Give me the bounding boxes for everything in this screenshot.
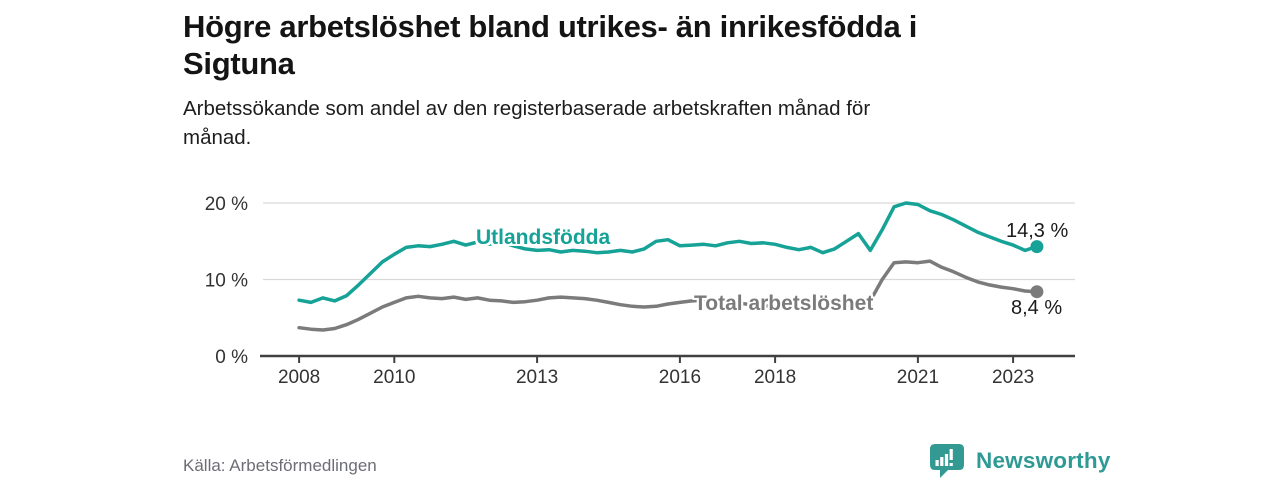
x-tick-label: 2018 [754, 367, 796, 388]
x-tick-label: 2010 [373, 367, 415, 388]
newsworthy-logo: Newsworthy [928, 442, 1111, 479]
series-label-total-arbetsloshet: Total arbetslöshet [694, 292, 874, 315]
newsworthy-wordmark: Newsworthy [976, 447, 1111, 473]
chart-subtitle-line1: Arbetssökande som andel av den registerb… [183, 97, 871, 120]
y-tick-label: 10 % [205, 271, 248, 292]
chart-title-line2: Sigtuna [183, 46, 295, 81]
chart-subtitle: Arbetssökande som andel av den registerb… [183, 94, 1063, 152]
y-tick-label: 0 % [215, 347, 248, 368]
chart-title-line1: Högre arbetslöshet bland utrikes- än inr… [183, 9, 918, 44]
line-chart-plot: 0 % 10 % 20 % 2008 2010 2013 2016 2018 2021 2023 [205, 194, 1075, 388]
y-tick-label: 20 % [205, 194, 248, 215]
series-end-dot-1 [1030, 285, 1044, 299]
series-line-0 [297, 201, 1039, 305]
x-tick-label: 2023 [992, 367, 1034, 388]
source-attribution: Källa: Arbetsförmedlingen [183, 456, 377, 475]
series-end-dot-0 [1030, 240, 1044, 254]
x-tick-label: 2013 [516, 367, 558, 388]
newsworthy-logo-icon [930, 444, 964, 478]
x-tick-label: 2021 [897, 367, 939, 388]
x-tick-label: 2016 [659, 367, 701, 388]
chart-subtitle-line2: månad. [183, 126, 252, 149]
x-tick-label: 2008 [278, 367, 320, 388]
end-value-label-total: 8,4 % [1011, 297, 1063, 319]
end-value-label-utlandsfodda: 14,3 % [1006, 220, 1069, 242]
series-line-1 [297, 259, 1039, 332]
chart-title: Högre arbetslöshet bland utrikes- än inr… [183, 8, 1083, 82]
series-label-utlandsfodda: Utlandsfödda [476, 226, 611, 249]
